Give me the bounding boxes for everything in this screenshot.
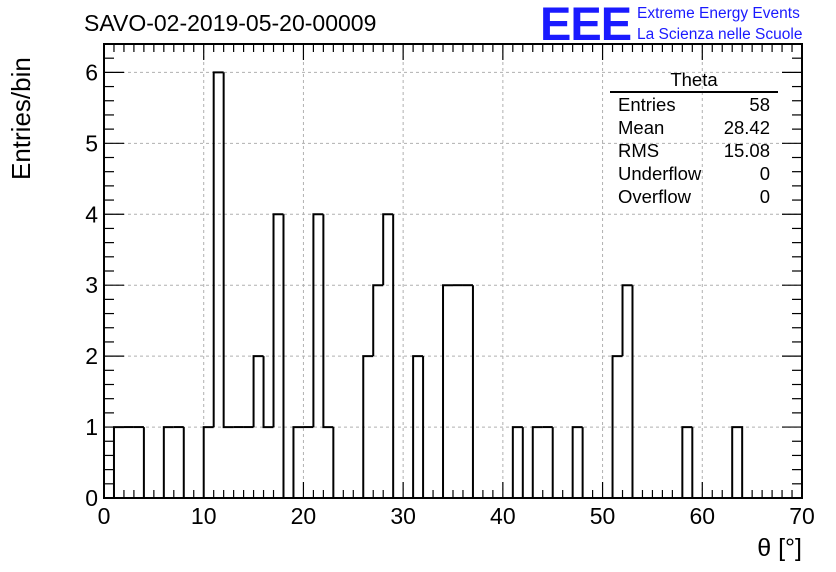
histogram-bin	[322, 214, 334, 429]
y-tick-label: 4	[85, 201, 98, 227]
stats-label: Mean	[618, 117, 665, 138]
stats-value: 28.42	[723, 117, 770, 138]
y-tick-label: 3	[85, 272, 98, 298]
stats-row: Mean 28.42	[610, 116, 778, 139]
histogram-bin	[182, 427, 194, 499]
histogram-bin	[531, 426, 543, 498]
y-tick-label: 1	[85, 414, 98, 440]
histogram-bin	[551, 427, 563, 499]
stats-row: RMS 15.08	[610, 139, 778, 162]
x-tick-label: 60	[689, 503, 715, 529]
histogram-bin	[731, 426, 744, 498]
stats-row: Underflow 0	[610, 162, 778, 185]
histogram-bin	[292, 426, 304, 498]
histogram-bin	[112, 426, 124, 498]
histogram-bin	[442, 284, 453, 498]
histogram-bin	[202, 426, 214, 498]
y-tick-label: 2	[85, 343, 98, 369]
histogram-bin	[681, 426, 693, 498]
histogram-bin	[372, 284, 384, 357]
histogram-bin	[162, 426, 174, 498]
histogram-bin	[521, 427, 533, 499]
stats-value: 0	[759, 163, 770, 184]
histogram-bin	[272, 213, 284, 428]
histogram-bin	[332, 427, 344, 499]
stats-value: 58	[749, 94, 770, 115]
stats-title: Theta	[610, 70, 778, 93]
histogram-bin	[222, 72, 234, 429]
x-tick-label: 20	[291, 503, 317, 529]
histogram-bin	[382, 213, 394, 286]
histogram-bin	[511, 426, 523, 498]
histogram-bin	[621, 284, 633, 357]
stats-label: RMS	[618, 140, 660, 161]
plot-frame	[103, 43, 803, 499]
histogram-bin	[581, 427, 593, 499]
x-tick-label: 30	[390, 503, 416, 529]
histogram-bin	[212, 71, 224, 428]
stats-label: Overflow	[618, 186, 691, 207]
y-axis-label: Entries/bin	[6, 57, 36, 180]
chart-title: SAVO-02-2019-05-20-00009	[84, 10, 377, 36]
histogram-bin	[312, 213, 324, 428]
histogram-bin	[362, 355, 374, 498]
histogram-bin	[571, 426, 583, 498]
axis-ticks	[103, 43, 803, 499]
x-tick-label: 10	[191, 503, 217, 529]
stats-value: 0	[759, 186, 770, 207]
x-tick-label: 50	[590, 503, 616, 529]
x-axis-label: θ [°]	[757, 534, 802, 562]
axis-tick-labels: 0 10 20 30 40 50 60 70 0 1 2 3 4 5 6	[85, 59, 815, 529]
stats-row: Overflow 0	[610, 185, 778, 208]
stats-row: Entries 58	[610, 93, 778, 116]
y-tick-label: 0	[85, 485, 98, 511]
y-tick-label: 6	[85, 59, 98, 85]
x-tick-label: 70	[789, 503, 815, 529]
x-tick-label: 40	[490, 503, 516, 529]
histogram-bin	[611, 355, 623, 498]
eee-logo-line-2: La Scienza nelle Scuole	[637, 26, 803, 43]
histogram-bin	[412, 355, 424, 498]
histogram-bin	[691, 427, 703, 499]
x-tick-label: 0	[98, 503, 111, 529]
histogram-bin	[631, 285, 643, 499]
stats-label: Underflow	[618, 163, 702, 184]
stats-label: Entries	[618, 94, 676, 115]
stats-value: 15.08	[723, 140, 770, 161]
histogram-bin	[142, 427, 154, 499]
histogram-bin	[471, 285, 483, 499]
stats-box: Theta Entries 58 Mean 28.42 RMS 15.08 Un…	[610, 70, 778, 208]
eee-logo-caption: Extreme Energy Events La Scienza nelle S…	[637, 3, 802, 45]
eee-logo-icon: EEE	[540, 0, 632, 50]
histogram-bin	[252, 355, 264, 428]
y-tick-label: 5	[85, 130, 98, 156]
histogram-bin	[262, 356, 274, 429]
eee-logo-line-1: Extreme Energy Events	[637, 5, 800, 22]
